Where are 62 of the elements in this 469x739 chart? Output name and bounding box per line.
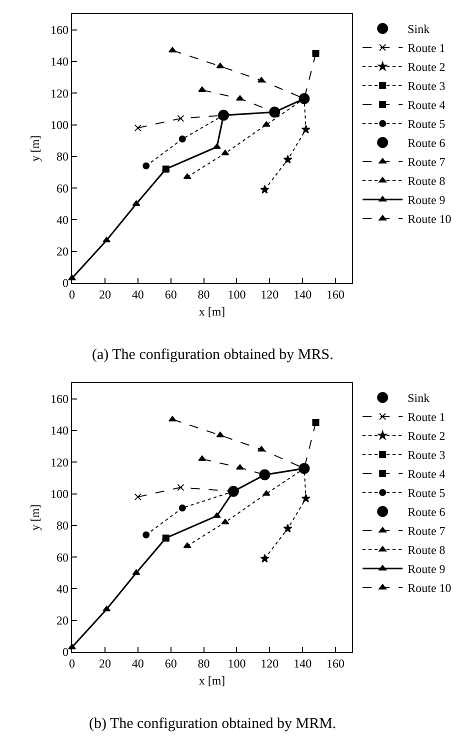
- y-tick-label: 140: [50, 424, 68, 438]
- x-axis-title: x [m]: [198, 673, 226, 688]
- legend-label: Route 1: [408, 410, 446, 424]
- legend-label: Route 7: [408, 155, 446, 170]
- y-tick-label: 160: [50, 23, 68, 38]
- x-tick-label: 80: [198, 656, 210, 670]
- text: (b) The configuration obtained by MRM.: [89, 716, 336, 732]
- x-tick-label: 20: [98, 288, 111, 302]
- legend-label: Route 4: [408, 467, 446, 482]
- y-tick-label: 160: [50, 392, 68, 406]
- x-tick-label: 40: [132, 288, 144, 302]
- x-tick-label: 100: [228, 288, 246, 302]
- y-tick-label: 120: [50, 86, 68, 100]
- x-tick-label: 120: [260, 656, 279, 670]
- y-tick-label: 0: [62, 645, 68, 660]
- x-tick-label: 60: [164, 656, 177, 670]
- legend-label: Route 3: [408, 448, 446, 462]
- legend-label: Route 2: [408, 60, 446, 74]
- x-tick-label: 140: [294, 656, 312, 670]
- y-tick-label: 20: [56, 244, 68, 259]
- x-tick-label: 140: [294, 288, 312, 302]
- legend-label: Route 7: [408, 524, 446, 538]
- text: (a) The configuration obtained by MRS.: [92, 347, 334, 363]
- legend-label: Route 6: [408, 136, 446, 150]
- legend-label: Route 5: [408, 486, 446, 500]
- legend-label: Route 10: [408, 581, 452, 596]
- y-tick-label: 40: [56, 582, 68, 596]
- legend-label: Route 2: [408, 429, 446, 444]
- y-tick-label: 120: [50, 455, 68, 470]
- legend-label: Sink: [408, 22, 430, 36]
- y-axis-title: y [m]: [28, 135, 42, 162]
- x-tick-label: 40: [132, 656, 144, 670]
- legend-label: Sink: [408, 391, 430, 406]
- legend-label: Route 8: [408, 174, 446, 188]
- x-tick-label: 60: [164, 288, 177, 302]
- y-tick-label: 0: [62, 276, 68, 290]
- y-tick-label: 100: [50, 486, 68, 501]
- x-tick-label: 160: [326, 288, 345, 302]
- x-tick-label: 160: [326, 656, 345, 670]
- y-tick-label: 100: [50, 118, 68, 132]
- y-tick-label: 80: [56, 518, 68, 533]
- y-tick-label: 40: [56, 212, 68, 227]
- y-tick-label: 20: [56, 614, 68, 628]
- x-tick-label: 100: [228, 656, 246, 670]
- x-tick-label: 120: [260, 288, 279, 302]
- legend-label: Route 5: [408, 117, 446, 132]
- legend-label: Route 6: [408, 505, 446, 520]
- legend-label: Route 4: [408, 98, 446, 112]
- y-tick-label: 60: [56, 550, 68, 564]
- y-axis-title: y [m]: [28, 504, 42, 531]
- x-tick-label: 20: [98, 656, 111, 670]
- legend-label: Route 10: [408, 212, 452, 226]
- y-tick-label: 60: [56, 181, 68, 196]
- legend-label: Route 8: [408, 543, 446, 558]
- y-tick-label: 140: [50, 54, 68, 69]
- legend-label: Route 9: [408, 562, 446, 576]
- x-axis-title: x [m]: [198, 304, 226, 318]
- legend-label: Route 9: [408, 193, 446, 208]
- x-tick-label: 80: [198, 288, 210, 302]
- legend-label: Route 3: [408, 79, 446, 94]
- legend-label: Route 1: [408, 41, 446, 56]
- y-tick-label: 80: [56, 150, 68, 164]
